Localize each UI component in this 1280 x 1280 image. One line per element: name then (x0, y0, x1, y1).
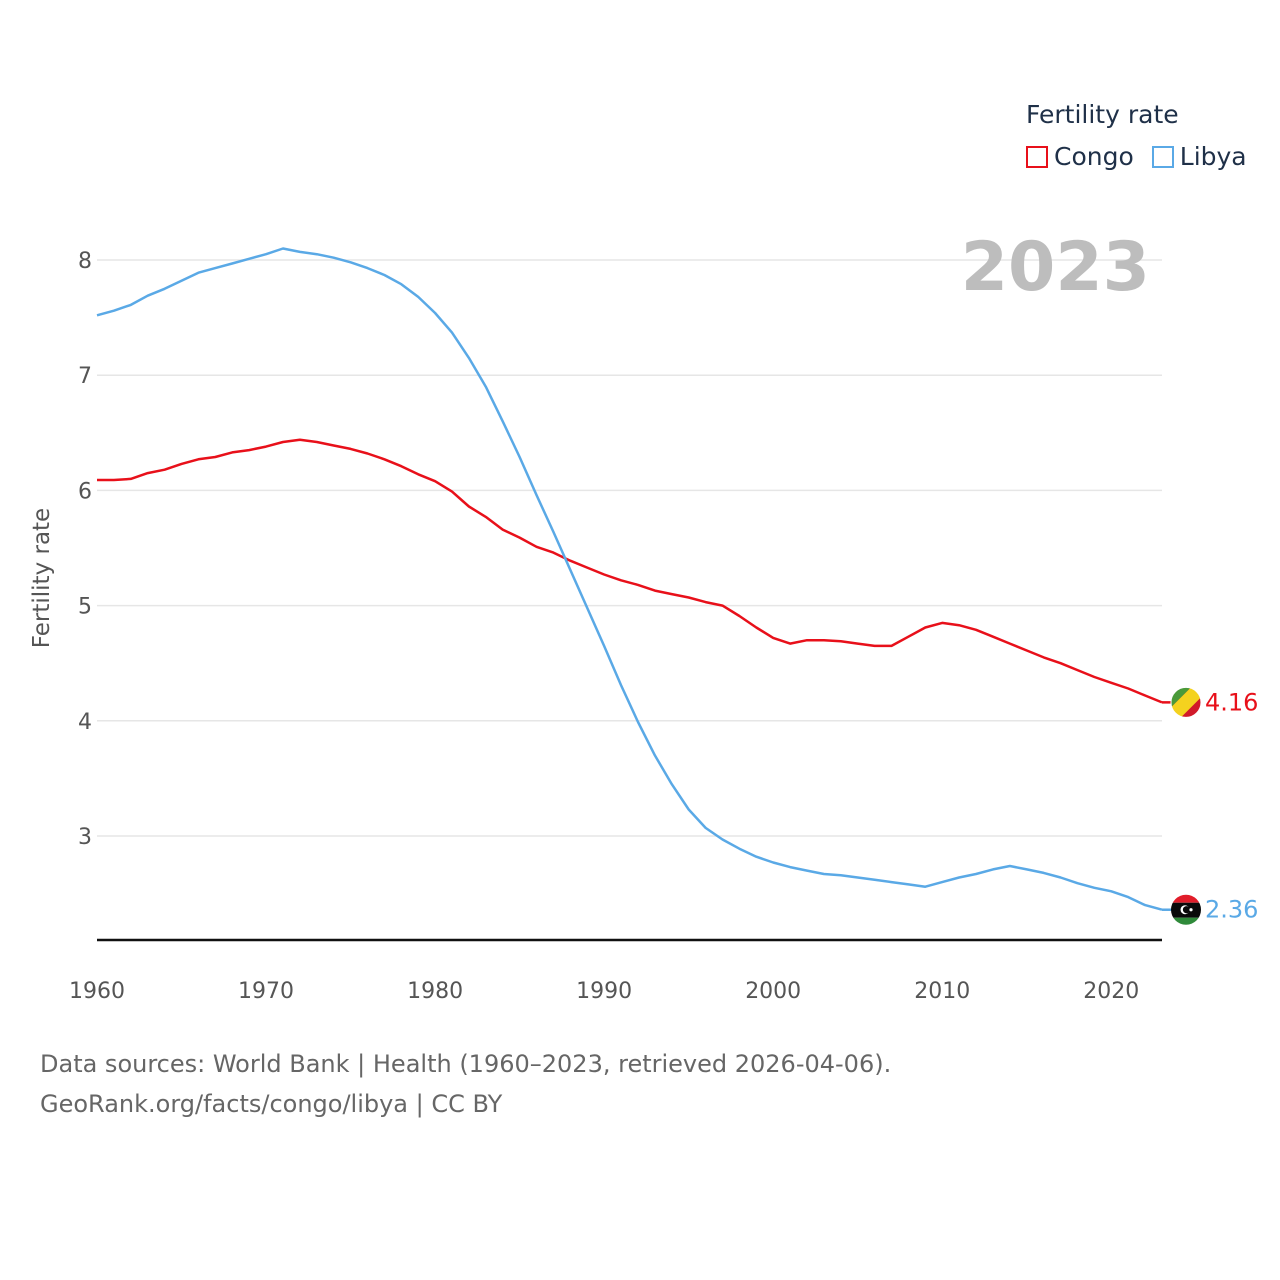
flag-yellow (1171, 687, 1201, 718)
legend-label-congo: Congo (1054, 142, 1134, 171)
year-label: 2023 (960, 228, 1150, 307)
series-end-markers (1170, 686, 1202, 925)
y-tick-label: 8 (78, 249, 92, 274)
y-tick-label: 4 (78, 710, 92, 735)
x-tick-label: 1980 (407, 979, 463, 1004)
legend-title: Fertility rate (1026, 100, 1179, 129)
data-sources-text: Data sources: World Bank | Health (1960–… (40, 1050, 892, 1078)
series-line-libya (96, 247, 1163, 911)
series-lines (96, 247, 1172, 911)
flag-crescent-cut (1182, 906, 1191, 914)
x-tick-label: 2020 (1083, 979, 1139, 1004)
y-axis-label: Fertility rate (29, 507, 55, 649)
y-tick-label: 3 (78, 825, 92, 850)
legend-swatch-congo (1026, 145, 1048, 168)
legend-item-libya[interactable]: Libya (1151, 142, 1247, 171)
flag-green (1171, 917, 1201, 925)
x-tick-label: 1970 (238, 979, 294, 1004)
libya-flag-icon (1171, 894, 1201, 925)
flag-star (1189, 908, 1193, 912)
footer: Data sources: World Bank | Health (1960–… (40, 1044, 891, 1124)
x-tick-label: 2000 (745, 979, 801, 1004)
y-tick-label: 7 (78, 364, 92, 389)
grid-lines (97, 259, 1162, 837)
flag-red (1171, 894, 1201, 903)
end-value-libya: 2.36 (1205, 896, 1258, 924)
end-value-congo: 4.16 (1205, 688, 1258, 716)
x-tick-label: 1990 (576, 979, 632, 1004)
y-axis-ticks: 3 4 5 6 7 8 (78, 249, 92, 850)
y-tick-label: 6 (78, 479, 92, 504)
legend-swatch-libya (1151, 145, 1174, 168)
legend-label-libya: Libya (1179, 142, 1247, 171)
series-line-congo (97, 438, 1163, 704)
y-tick-label: 5 (78, 595, 92, 620)
x-tick-label: 1960 (69, 979, 125, 1004)
series-end-labels: 4.16 2.36 (1205, 688, 1258, 923)
x-tick-label: 2010 (914, 979, 970, 1004)
source-link[interactable]: GeoRank.org/facts/congo/libya | CC BY (40, 1090, 503, 1118)
flag-border (1170, 686, 1202, 718)
legend-item-congo[interactable]: Congo (1026, 142, 1134, 171)
congo-flag-icon (1170, 686, 1202, 718)
x-axis-ticks: 1960 1970 1980 1990 2000 2010 2020 (69, 979, 1139, 1004)
legend: Congo Libya (1026, 142, 1247, 171)
